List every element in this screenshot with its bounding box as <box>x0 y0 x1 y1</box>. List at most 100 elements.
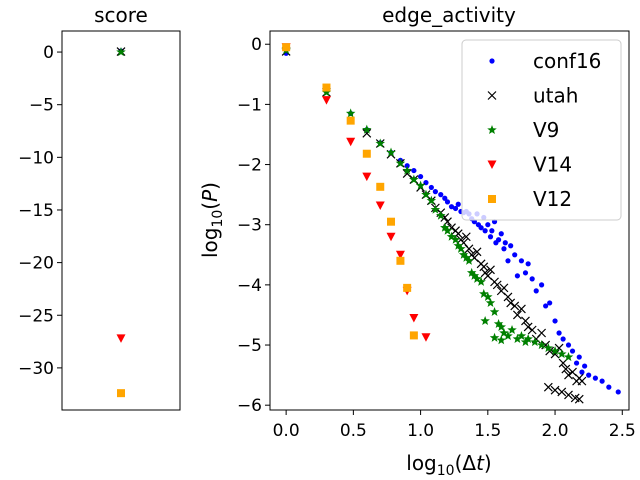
edge-point-V9 <box>458 249 469 259</box>
edge-point-conf16 <box>576 354 582 360</box>
edge-point-V9 <box>503 331 513 341</box>
edge-point-conf16 <box>543 303 549 309</box>
edge-point-utah <box>561 364 571 374</box>
edge-point-conf16 <box>512 252 518 258</box>
edge-point-V9 <box>464 255 474 265</box>
edge-point-conf16 <box>489 228 495 234</box>
edge-point-utah <box>527 325 537 335</box>
edge-point-V9 <box>489 332 500 342</box>
score-point-V14 <box>116 334 126 343</box>
edge-point-conf16 <box>417 173 424 180</box>
edge-point-conf16 <box>569 348 576 354</box>
edge-point-V14 <box>395 250 405 260</box>
score-points <box>116 47 126 398</box>
edge-point-V9 <box>512 334 523 344</box>
edge-point-conf16 <box>599 378 605 384</box>
edge-point-utah <box>521 316 530 326</box>
edge-point-V9 <box>466 267 477 277</box>
edge-point-V9 <box>479 288 489 298</box>
legend-marker-V9 <box>487 125 497 135</box>
edge-point-V9 <box>321 87 332 97</box>
edge-y-ticks: 0 −1 −2 −3 −4 −5 −6 <box>237 35 270 416</box>
edge-point-utah <box>506 298 516 308</box>
edge-point-conf16 <box>508 243 514 249</box>
edge-point-V9 <box>536 340 547 350</box>
edge-x-tick-label: 0.0 <box>273 421 300 441</box>
legend-box <box>461 39 622 221</box>
score-axes-frame <box>61 30 181 411</box>
score-y-tick-label: −15 <box>18 201 54 221</box>
legend-marker-V14 <box>487 160 497 169</box>
edge-point-conf16 <box>482 228 488 234</box>
score-point-V12 <box>117 389 125 398</box>
legend-entries: conf16 utah V9 V14 V12 <box>487 49 601 211</box>
edge-point-conf16 <box>592 375 598 381</box>
edge-axes-frame <box>269 30 630 411</box>
edge-point-conf16 <box>501 246 507 252</box>
edge-point-conf16 <box>579 369 585 375</box>
legend-label-V12: V12 <box>533 187 572 211</box>
edge-point-V9 <box>442 225 453 235</box>
edge-point-V12 <box>403 283 412 292</box>
edge-y-tick-label: −4 <box>237 276 262 296</box>
edge-point-V9 <box>496 335 507 345</box>
edge-point-V9 <box>557 349 567 359</box>
edge-point-V14 <box>321 96 331 105</box>
edge-point-utah <box>574 394 584 404</box>
edge-point-conf16 <box>556 330 562 336</box>
edge-y-tick-label: −2 <box>237 156 262 176</box>
edge-point-V12 <box>396 256 405 265</box>
edge-point-conf16 <box>478 225 484 231</box>
legend: conf16 utah V9 V14 V12 <box>461 39 622 221</box>
edge-point-conf16 <box>522 270 529 276</box>
edge-point-V9 <box>461 252 472 262</box>
edge-point-conf16 <box>552 318 558 324</box>
edge-point-conf16 <box>547 300 553 306</box>
edge-point-V9 <box>453 240 463 250</box>
edge-point-V9 <box>402 165 412 175</box>
edge-point-V9 <box>520 337 531 347</box>
edge-point-V14 <box>421 333 431 342</box>
edge-point-V12 <box>409 331 418 340</box>
score-y-tick-label: −30 <box>18 359 54 379</box>
edge-points <box>281 43 621 404</box>
edge-point-V9 <box>436 210 446 220</box>
edge-point-V12 <box>346 116 355 125</box>
edge-point-utah <box>543 382 553 392</box>
edge-point-conf16 <box>514 273 521 279</box>
edge-point-conf16 <box>487 234 494 240</box>
edge-point-V9 <box>523 334 533 344</box>
legend-label-V14: V14 <box>533 153 572 177</box>
edge-point-V14 <box>346 137 356 147</box>
edge-point-V9 <box>415 180 426 190</box>
edge-point-conf16 <box>606 384 612 390</box>
edge-y-tick-label: −1 <box>237 95 262 115</box>
series-V9 <box>281 45 574 362</box>
edge-point-conf16 <box>411 167 417 174</box>
edge-point-conf16 <box>539 282 545 288</box>
score-y-ticks: 0 −5 −10 −15 −20 −25 −30 <box>18 43 62 379</box>
edge-point-conf16 <box>444 199 451 205</box>
edge-point-V9 <box>375 138 386 148</box>
edge-point-V9 <box>476 276 486 286</box>
edge-point-utah <box>512 310 522 320</box>
edge-point-V9 <box>386 147 396 157</box>
edge-point-utah <box>564 390 573 400</box>
edge-point-utah <box>550 385 560 395</box>
edge-point-conf16 <box>615 389 621 395</box>
edge-point-utah <box>472 247 482 257</box>
edge-point-utah <box>461 232 471 242</box>
edge-point-V9 <box>456 243 466 253</box>
edge-point-V9 <box>469 270 480 280</box>
edge-point-V9 <box>499 328 509 338</box>
edge-point-conf16 <box>573 360 580 366</box>
edge-point-utah <box>564 370 573 380</box>
score-y-tick-label: −10 <box>18 148 54 168</box>
edge-point-utah <box>523 322 533 332</box>
edge-point-conf16 <box>448 204 455 210</box>
legend-label-V9: V9 <box>533 118 559 142</box>
edge-point-V9 <box>550 346 560 356</box>
score-y-tick-label: −20 <box>18 254 54 274</box>
edge-point-V9 <box>563 352 574 362</box>
edge-point-utah <box>577 376 587 386</box>
